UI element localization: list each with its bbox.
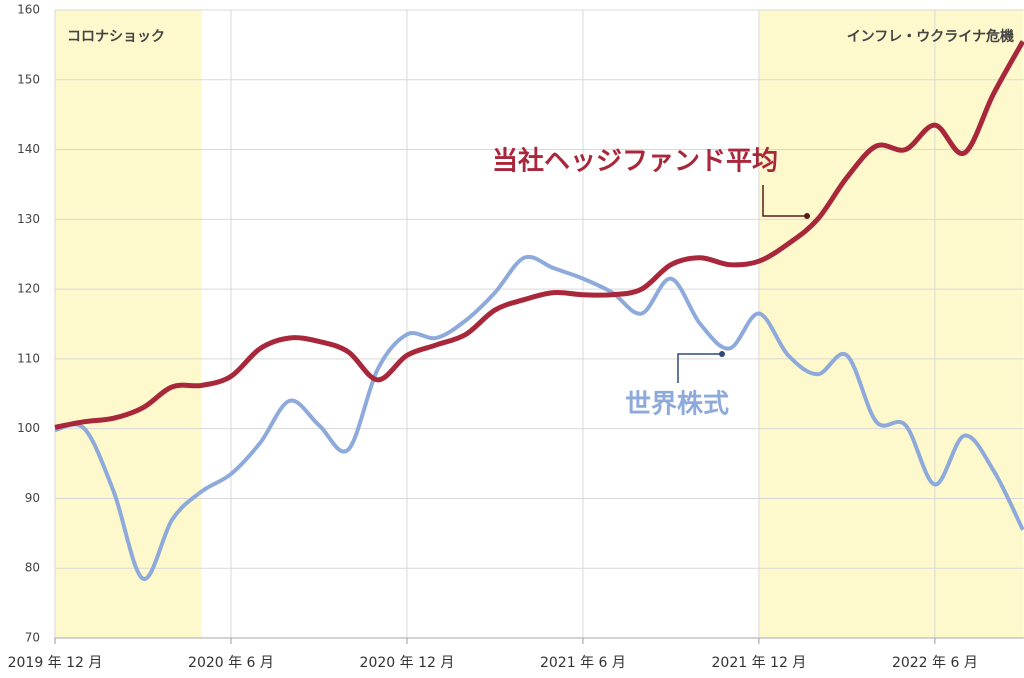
y-tick-label: 130 <box>17 212 40 226</box>
leader-dot <box>804 213 810 219</box>
y-tick-label: 160 <box>17 3 40 17</box>
y-tick-label: 100 <box>17 421 40 435</box>
x-tick-label: 2022 年 6 月 <box>892 655 978 671</box>
x-tick-label: 2021 年 6 月 <box>540 655 626 671</box>
x-tick-label: 2019 年 12 月 <box>8 655 103 671</box>
region-label: コロナショック <box>67 29 165 45</box>
region-label: インフレ・ウクライナ危機 <box>847 28 1014 45</box>
y-tick-label: 90 <box>25 491 40 505</box>
series-label: 世界株式 <box>625 390 729 420</box>
shaded-region <box>758 10 1023 638</box>
y-tick-label: 110 <box>17 351 40 365</box>
line-series <box>54 40 1024 430</box>
line-series <box>54 254 1024 581</box>
y-tick-label: 120 <box>17 282 40 296</box>
shaded-region <box>55 10 202 638</box>
y-tick-label: 80 <box>25 561 40 575</box>
y-tick-label: 150 <box>17 72 40 86</box>
x-tick-label: 2021 年 12 月 <box>712 655 807 671</box>
x-tick-label: 2020 年 12 月 <box>360 655 455 671</box>
leader-line <box>677 353 722 383</box>
leader-line <box>762 185 807 217</box>
y-tick-label: 140 <box>17 142 40 156</box>
y-tick-label: 70 <box>25 631 40 645</box>
x-tick-label: 2020 年 6 月 <box>188 655 274 671</box>
series-label: 当社ヘッジファンド平均 <box>492 146 778 177</box>
leader-dot <box>719 351 725 357</box>
